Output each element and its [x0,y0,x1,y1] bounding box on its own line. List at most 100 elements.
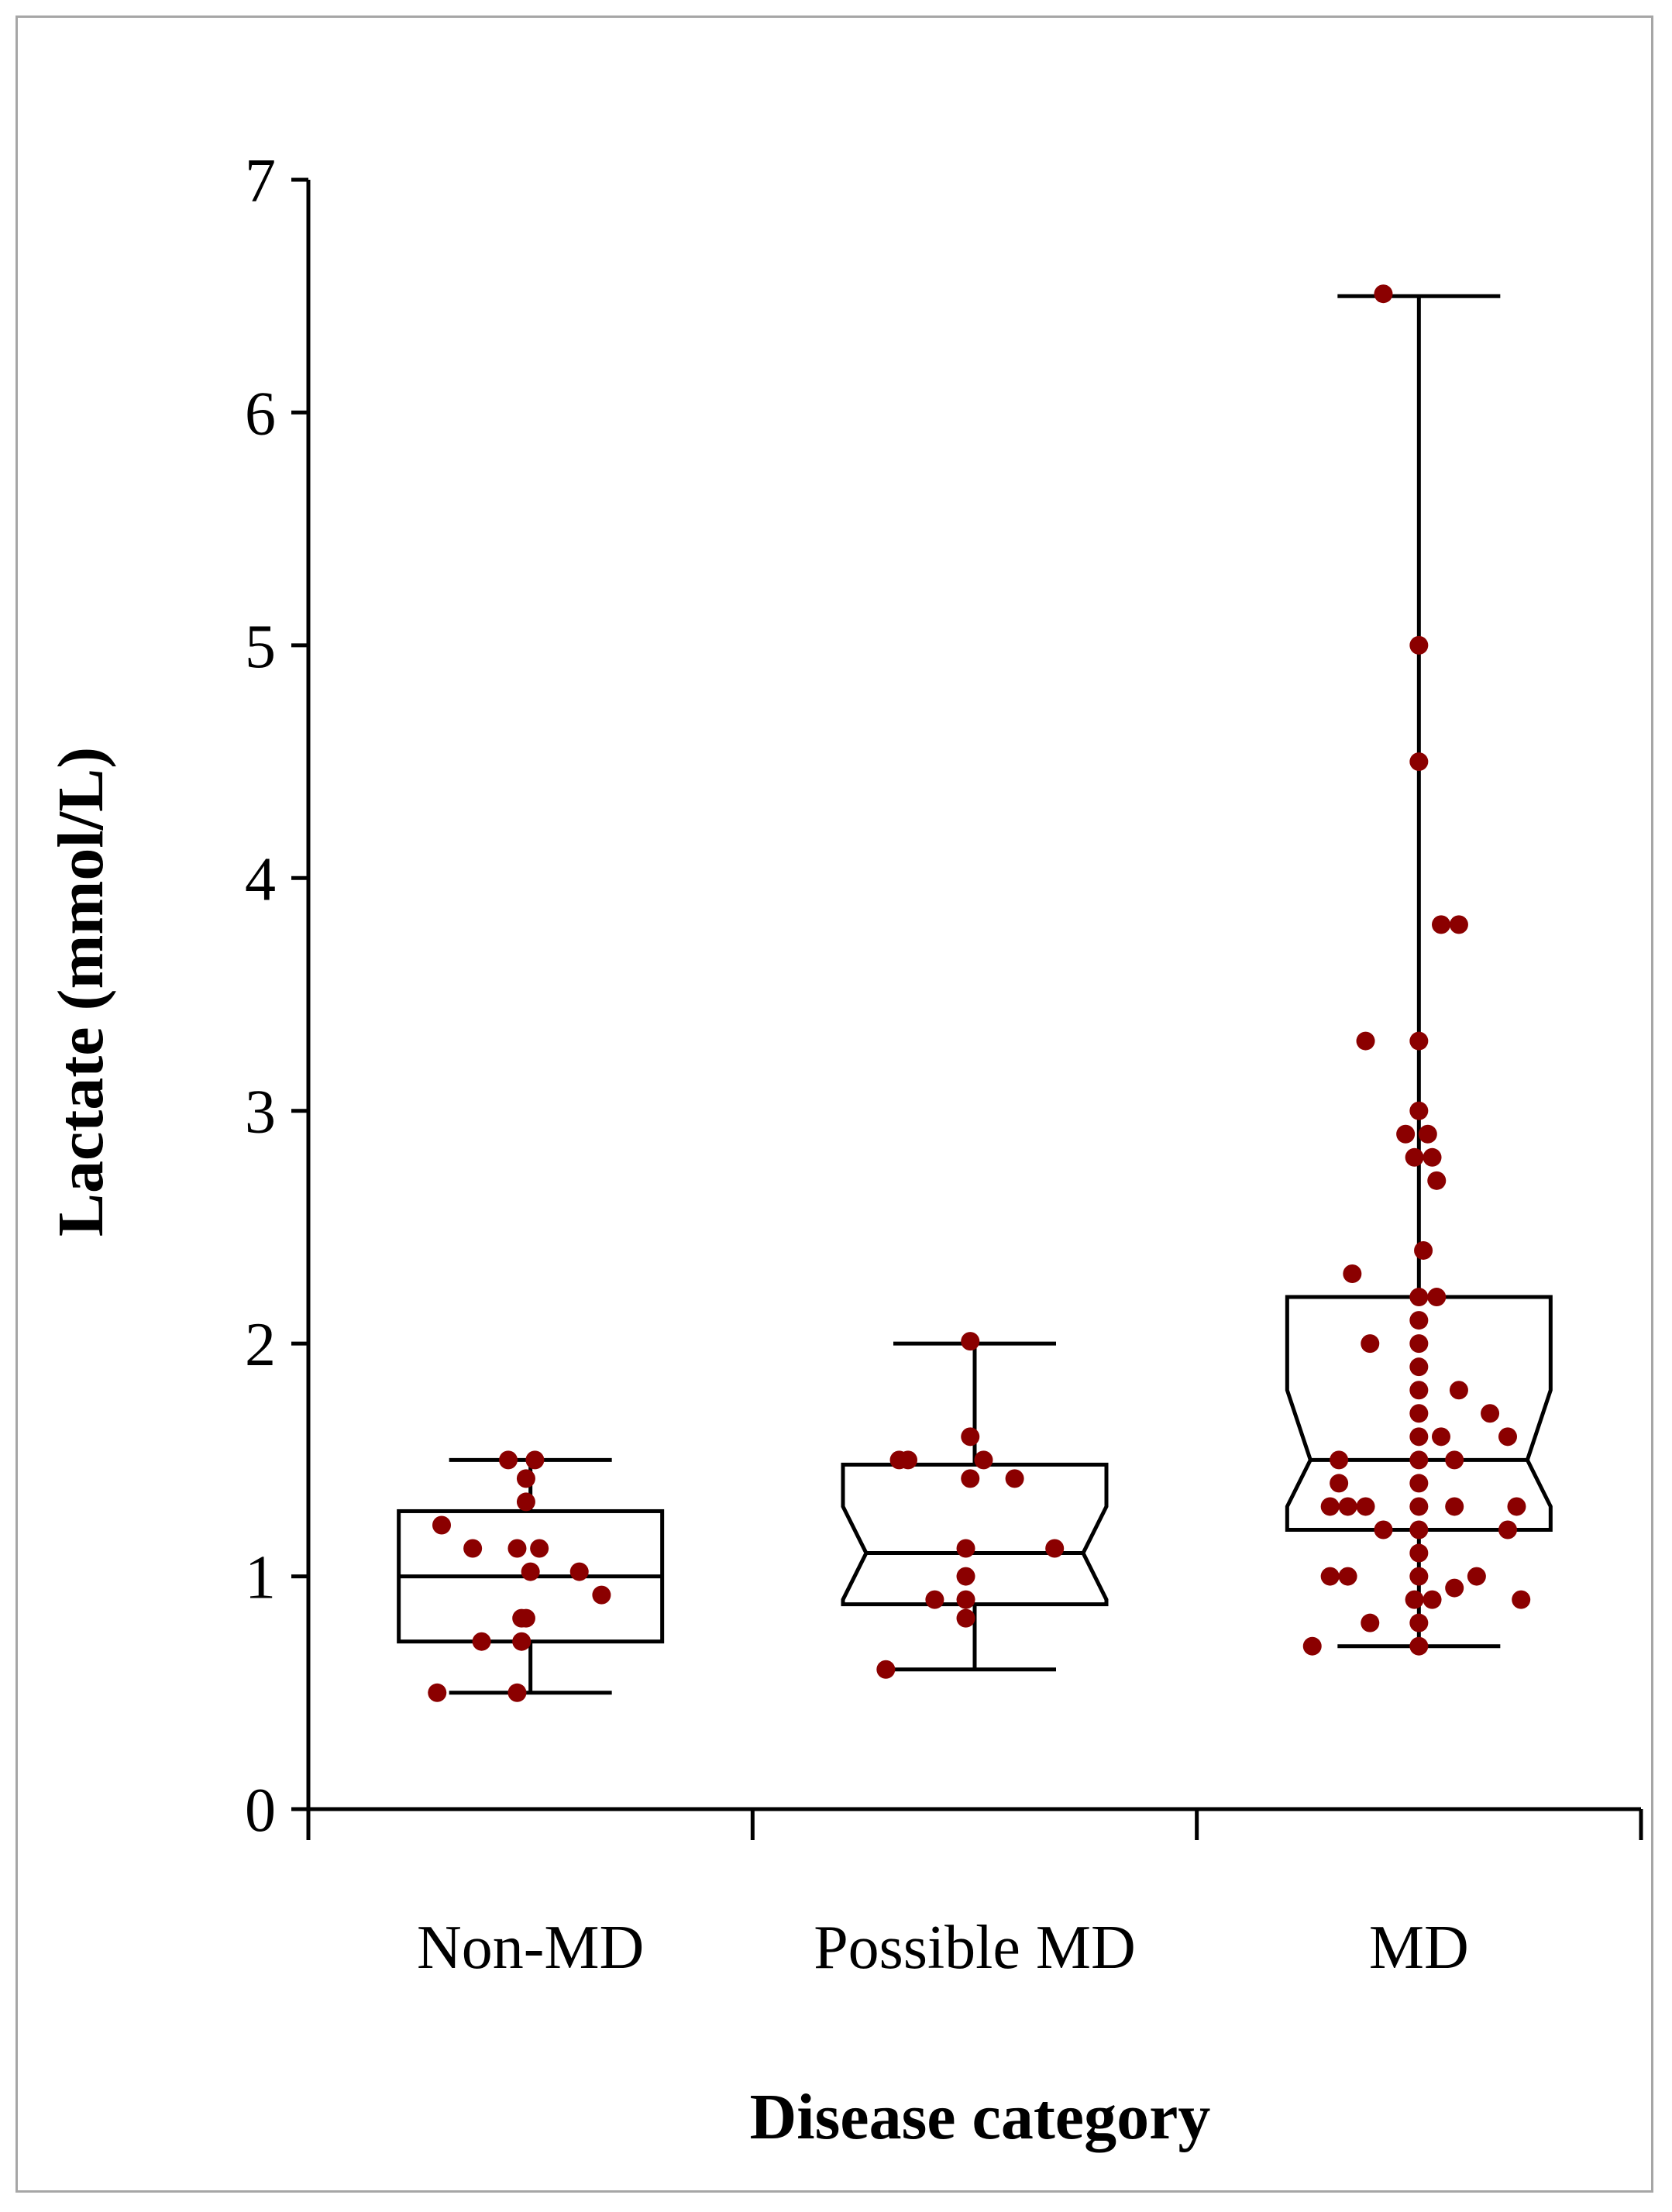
data-point [1374,284,1393,304]
y-tick-label: 6 [245,380,276,448]
data-point [1409,635,1429,655]
data-point [1409,1101,1429,1120]
data-point [1449,915,1468,934]
data-point [432,1515,451,1535]
data-point [1361,1334,1380,1354]
data-point [521,1562,540,1581]
data-point [1409,1381,1429,1400]
data-point [1423,1147,1442,1167]
y-tick-label: 1 [245,1544,276,1612]
data-point [1507,1497,1526,1516]
data-point [1409,1636,1429,1656]
data-point [961,1469,980,1488]
data-point [1409,1474,1429,1493]
data-point [1432,1427,1450,1447]
axes: 0 1 2 3 4 5 6 7 Non-MD Possible MD MD [245,147,1643,1982]
data-point [512,1632,532,1651]
data-point [1427,1171,1447,1190]
data-point [1512,1590,1531,1609]
data-point [1361,1613,1380,1632]
data-point [516,1492,535,1512]
data-point [1356,1497,1375,1516]
data-point [1409,1543,1429,1563]
data-point [925,1590,944,1609]
data-point [1498,1520,1517,1539]
data-point [569,1562,589,1581]
data-point [1409,1031,1429,1051]
y-tick-label: 5 [245,613,276,681]
data-point [1338,1567,1357,1586]
data-point [1320,1497,1340,1516]
data-point [463,1539,483,1558]
data-point [1423,1590,1442,1609]
data-point [956,1590,975,1609]
data-point [1302,1636,1322,1656]
data-point [1338,1497,1357,1516]
data-point [1445,1497,1464,1516]
data-point [516,1608,535,1628]
data-point [1409,1357,1429,1377]
data-point [1343,1264,1362,1284]
data-point [974,1450,993,1470]
data-point [1418,1124,1437,1144]
data-point [1445,1450,1464,1470]
y-tick-label: 2 [245,1311,276,1379]
data-point [1409,1520,1429,1539]
data-point [1414,1240,1433,1260]
data-point [516,1469,535,1488]
x-tick-label: Non-MD [417,1914,644,1982]
data-point [1405,1147,1424,1167]
data-point [1330,1450,1349,1470]
data-point [530,1539,549,1558]
data-point [876,1660,896,1679]
data-point [1481,1404,1500,1423]
x-axis-title: Disease category [750,2081,1211,2153]
data-point [1409,1311,1429,1330]
data-point [1405,1590,1424,1609]
data-point [1374,1520,1393,1539]
data-point [1330,1474,1349,1493]
data-point [507,1683,527,1702]
data-point [1409,1427,1429,1447]
data-point [956,1567,975,1586]
figure-frame [15,15,1653,2193]
data-point [1427,1288,1447,1307]
data-point [1409,1497,1429,1516]
y-tick-label: 3 [245,1078,276,1147]
data-point [1045,1539,1065,1558]
data-point [1320,1567,1340,1586]
data-point [1449,1381,1468,1400]
data-point [525,1450,545,1470]
data-point [1409,1613,1429,1632]
y-tick-label: 4 [245,845,276,913]
y-tick-label: 0 [245,1777,276,1845]
y-tick-label: 7 [245,147,276,215]
data-point [1396,1124,1416,1144]
data-point [956,1539,975,1558]
data-point [899,1450,917,1470]
notched-box [841,1462,1109,1607]
data-point [428,1683,447,1702]
data-point [961,1332,980,1351]
data-point [961,1427,980,1447]
data-point [1409,1567,1429,1586]
data-point [1409,752,1429,772]
data-point [507,1539,527,1558]
y-axis-title: Lactate (mmol/L) [45,747,117,1237]
data-point [1356,1031,1375,1051]
data-point [1432,915,1450,934]
data-point [472,1632,491,1651]
data-point [1409,1288,1429,1307]
data-point [1498,1427,1517,1447]
data-point [592,1585,611,1605]
data-point [1409,1334,1429,1354]
data-point [956,1608,975,1628]
x-tick-label: MD [1369,1914,1469,1982]
data-point [1409,1404,1429,1423]
data-point [499,1450,518,1470]
notched-box [1285,1295,1553,1532]
data-point [1467,1567,1486,1586]
data-points [428,284,1531,1702]
data-point [1445,1578,1464,1598]
